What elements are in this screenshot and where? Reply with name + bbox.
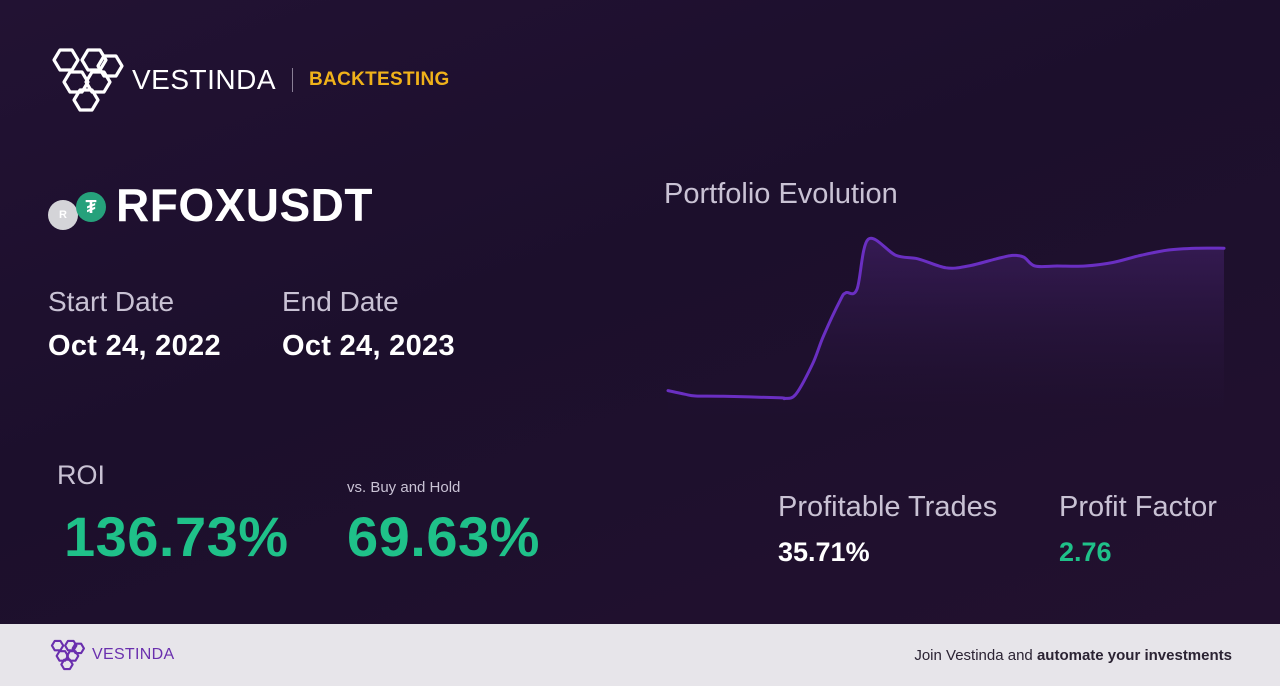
roi-label: ROI — [57, 460, 106, 490]
section-label: BACKTESTING — [309, 69, 450, 90]
profit-factor-label: Profit Factor — [1059, 491, 1217, 523]
chart-title: Portfolio Evolution — [664, 178, 898, 210]
roi-value: 136.73% — [64, 505, 289, 568]
end-date-value: Oct 24, 2023 — [282, 330, 455, 362]
trading-pair: R ₮ RFOXUSDT — [48, 178, 373, 232]
footer-cta-prefix: Join Vestinda and — [914, 646, 1037, 664]
vs-hold-value: 69.63% — [347, 505, 540, 568]
rfox-coin-icon: R — [48, 200, 78, 230]
pair-icons: R ₮ — [48, 180, 108, 230]
footer-cta[interactable]: Join Vestinda and automate your investme… — [914, 647, 1232, 664]
footer-brand-name: VESTINDA — [92, 646, 175, 663]
end-date-label: End Date — [282, 286, 399, 317]
portfolio-area-fill — [668, 238, 1224, 420]
header-brand[interactable]: VESTINDA BACKTESTING — [48, 46, 450, 114]
profitable-trades-value: 35.71% — [778, 537, 870, 567]
tether-coin-icon: ₮ — [76, 192, 106, 222]
vs-hold-label: vs. Buy and Hold — [347, 479, 461, 496]
start-date-value: Oct 24, 2022 — [48, 330, 221, 362]
footer: VESTINDA Join Vestinda and automate your… — [0, 624, 1280, 686]
brand-divider — [292, 68, 294, 92]
footer-brand[interactable]: VESTINDA — [48, 639, 174, 671]
vestinda-footer-logo-icon — [50, 639, 85, 671]
portfolio-series-line — [666, 236, 1226, 401]
start-date-block: Start Date Oct 24, 2022 — [48, 286, 221, 363]
profit-factor-value: 2.76 — [1059, 537, 1112, 567]
pair-name: RFOXUSDT — [116, 179, 373, 231]
vestinda-logo-icon — [52, 48, 124, 112]
backtest-card: VESTINDA BACKTESTING R ₮ RFOXUSDT Start … — [0, 0, 1280, 624]
brand-name: VESTINDA — [132, 64, 277, 95]
start-date-label: Start Date — [48, 286, 175, 317]
end-date-block: End Date Oct 24, 2023 — [282, 286, 455, 363]
profitable-trades-label: Profitable Trades — [778, 491, 998, 523]
portfolio-evolution-chart — [666, 236, 1226, 420]
footer-cta-bold: automate your investments — [1036, 646, 1232, 664]
